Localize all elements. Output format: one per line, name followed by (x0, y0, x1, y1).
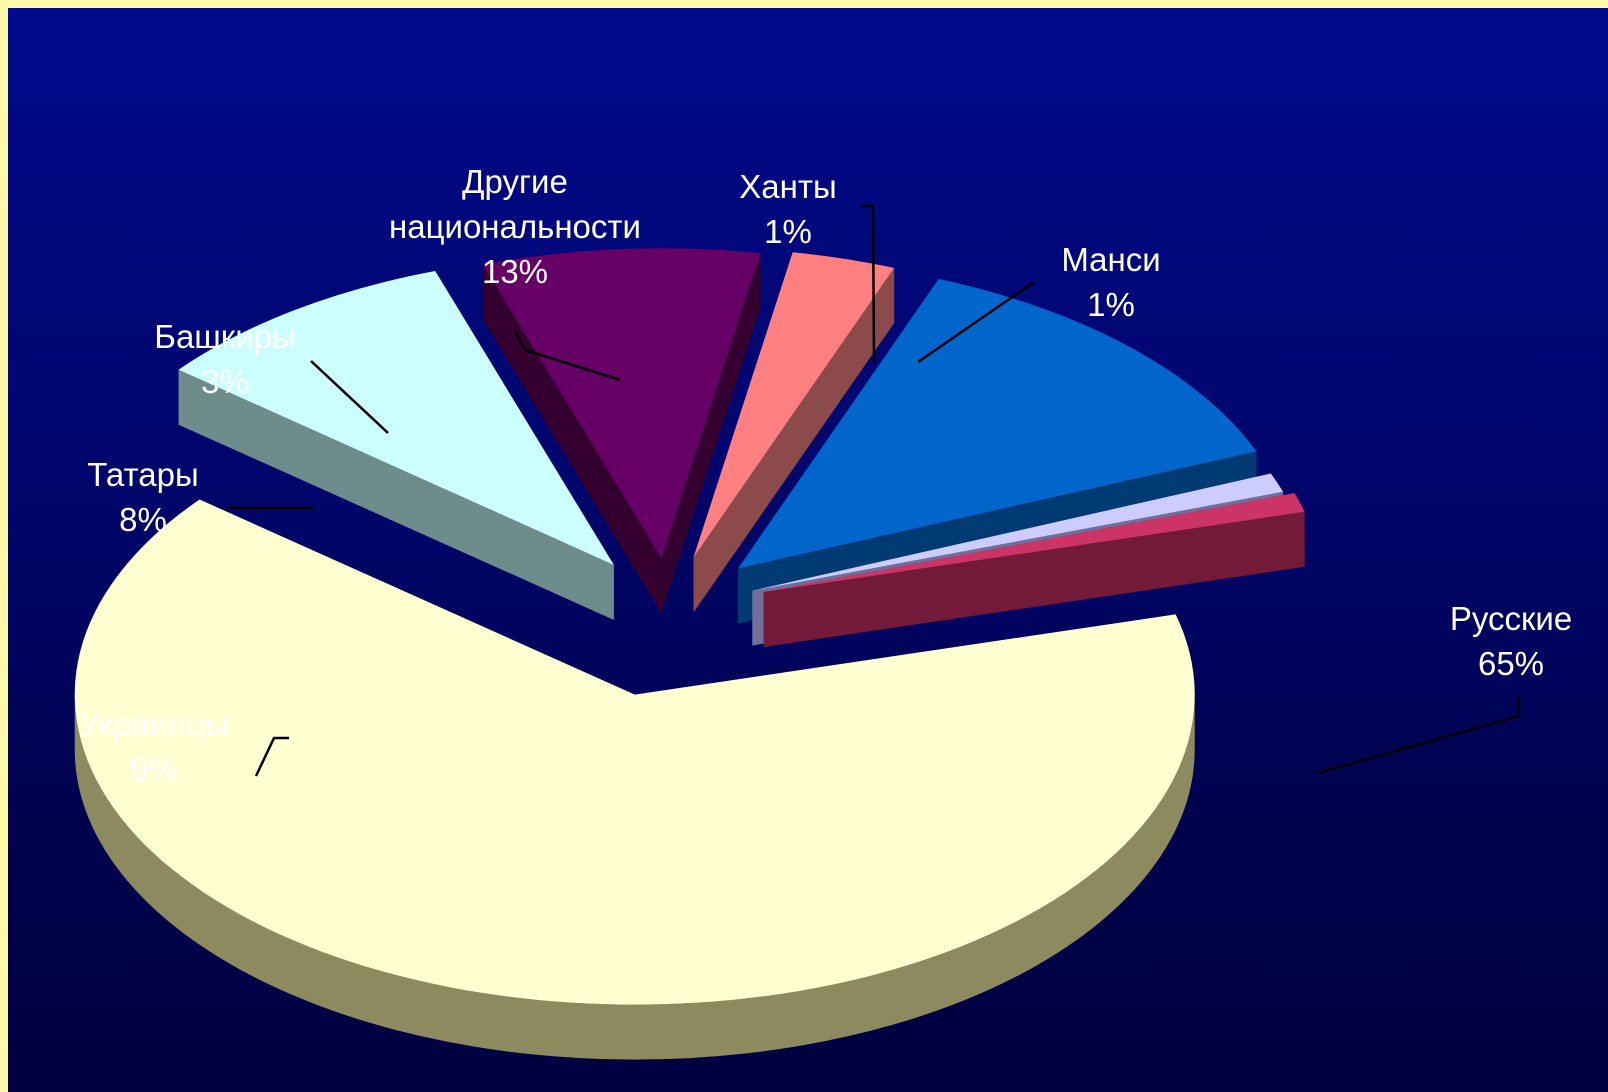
slide: Русские 65% Украинцы 9% Татары 8% Башкиры 3% Дру… (8, 8, 1608, 1092)
slice-6-percent: 1% (764, 213, 812, 250)
slice-1-label: Русские 65% (1450, 600, 1572, 682)
slice-5-percent: 13% (482, 253, 548, 290)
slice-5-name: Другие (462, 163, 568, 200)
slice-3-name: Татары (87, 456, 198, 493)
slice-1-top (74, 499, 1195, 1005)
slice-7-top (763, 493, 1305, 592)
slice-1-leader-line (1317, 696, 1521, 775)
slice-4-leader-line (310, 360, 389, 434)
slice-7-leader-line (917, 280, 1035, 364)
pie-chart: Русские 65% Украинцы 9% Татары 8% Башкиры 3% Дру… (74, 163, 1572, 1060)
slice-7-name: Манси (1061, 241, 1160, 278)
slice-1-percent: 65% (1478, 645, 1544, 682)
slice-4-percent: 3% (201, 363, 249, 400)
slice-7-percent: 1% (1087, 286, 1135, 323)
slice-5-leader-line (512, 329, 621, 382)
slice-3-cut-face (661, 253, 761, 614)
slice-6-leader-line (861, 204, 876, 364)
slice-tops (74, 248, 1305, 1005)
slice-2-percent: 9% (130, 751, 178, 788)
slice-4-label: Башкиры 3% (154, 318, 295, 400)
slice-2-label: Украинцы 9% (79, 706, 229, 788)
slice-7-cut-face (763, 511, 1305, 647)
slice-6-top (752, 473, 1284, 591)
slice-labels: Русские 65% Украинцы 9% Татары 8% Башкиры 3% Дру… (79, 163, 1572, 788)
slice-1-side (74, 694, 1195, 1060)
slice-3-top (482, 248, 761, 559)
slice-7-label: Манси 1% (1061, 241, 1160, 323)
slice-1-name: Русские (1450, 600, 1572, 637)
slice-2-top (178, 271, 614, 565)
slice-4-top (693, 252, 895, 558)
slice-3-percent: 8% (119, 501, 167, 538)
slice-5-label: Другие национальности 13% (389, 163, 641, 290)
slice-6-label: Ханты 1% (739, 168, 836, 250)
slice-6-name: Ханты (739, 168, 836, 205)
slice-2-name: Украинцы (79, 706, 229, 743)
slice-2-leader-line (254, 736, 289, 777)
slice-5-name: национальности (389, 208, 641, 245)
leader-lines (226, 204, 1521, 777)
slice-4-cut-face (693, 267, 895, 613)
slice-2-cut-face (178, 369, 614, 620)
slice-3-label: Татары 8% (87, 456, 198, 538)
slice-4-name: Башкиры (154, 318, 295, 355)
slice-5-top (737, 279, 1257, 569)
